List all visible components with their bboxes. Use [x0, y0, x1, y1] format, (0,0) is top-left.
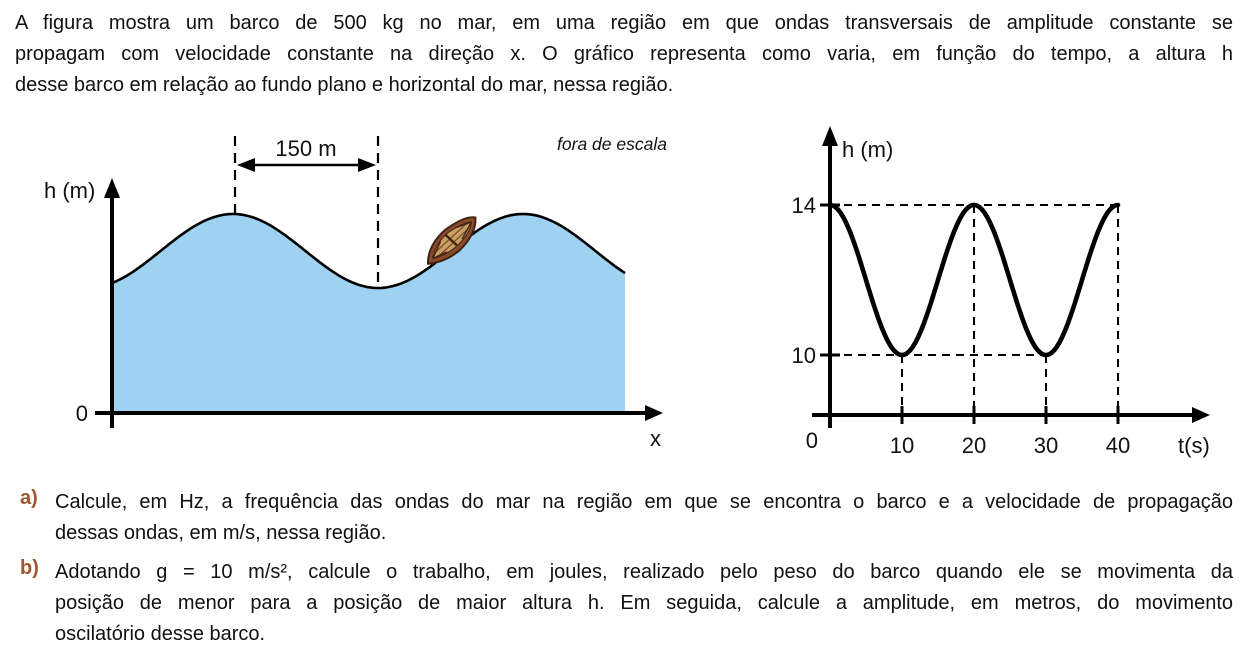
- intro-line: A figura mostra um barco de 500 kg no ma…: [15, 12, 1233, 34]
- sea-wave-fill: [112, 214, 625, 413]
- x-tick-label-10: 10: [890, 433, 914, 458]
- y-axis-label: h (m): [44, 178, 95, 203]
- origin-label: 0: [76, 401, 88, 426]
- x-tick-label-40: 40: [1106, 433, 1130, 458]
- sea-wave-figure: 150 m h (m) 0 x fora de escala: [44, 134, 667, 451]
- x-tick-label-20: 20: [962, 433, 986, 458]
- question-a-line: dessas ondas, em m/s, nessa região.: [55, 522, 387, 544]
- problem-intro: A figura mostra um barco de 500 kg no ma…: [15, 8, 1233, 101]
- boat-struts: [432, 221, 473, 260]
- question-b: b) Adotando g = 10 m/s², calcule o traba…: [0, 557, 1247, 650]
- scale-note: fora de escala: [557, 134, 667, 154]
- question-a-line: Calcule, em Hz, a frequência das ondas d…: [55, 491, 1233, 513]
- question-a-marker: a): [20, 487, 38, 509]
- boat: [427, 216, 477, 265]
- y-axis-label: h (m): [842, 137, 893, 162]
- x-axis-label: t(s): [1178, 433, 1210, 458]
- y-tick-label-10: 10: [792, 343, 816, 368]
- y-axis-arrow-icon: [822, 126, 838, 146]
- question-b-line: oscilatório desse barco.: [55, 623, 266, 645]
- x-axis-arrow-icon: [645, 405, 663, 421]
- question-b-line: posição de menor para a posição de maior…: [55, 592, 1233, 614]
- intro-line: desse barco em relação ao fundo plano e …: [15, 74, 674, 96]
- question-a: a) Calcule, em Hz, a frequência das onda…: [0, 487, 1247, 549]
- y-tick-label-14: 14: [792, 193, 816, 218]
- question-b-marker: b): [20, 557, 39, 579]
- height-time-graph: h (m) 14 10 0 10 20 30 40 t(s): [792, 126, 1210, 458]
- origin-label: 0: [806, 428, 818, 453]
- question-b-line: Adotando g = 10 m/s², calcule o trabalho…: [55, 561, 1233, 583]
- dimension-arrow-left-icon: [237, 158, 255, 172]
- intro-line: propagam com velocidade constante na dir…: [15, 43, 1233, 65]
- height-time-curve: [827, 202, 1121, 358]
- x-axis-label: x: [650, 426, 661, 451]
- y-axis-arrow-icon: [104, 178, 120, 198]
- sea-wave-curve: [111, 212, 626, 290]
- boat-bench: [444, 233, 459, 247]
- dimension-label: 150 m: [275, 136, 336, 161]
- dimension-arrow-right-icon: [358, 158, 376, 172]
- x-axis-arrow-icon: [1192, 407, 1210, 423]
- x-tick-label-30: 30: [1034, 433, 1058, 458]
